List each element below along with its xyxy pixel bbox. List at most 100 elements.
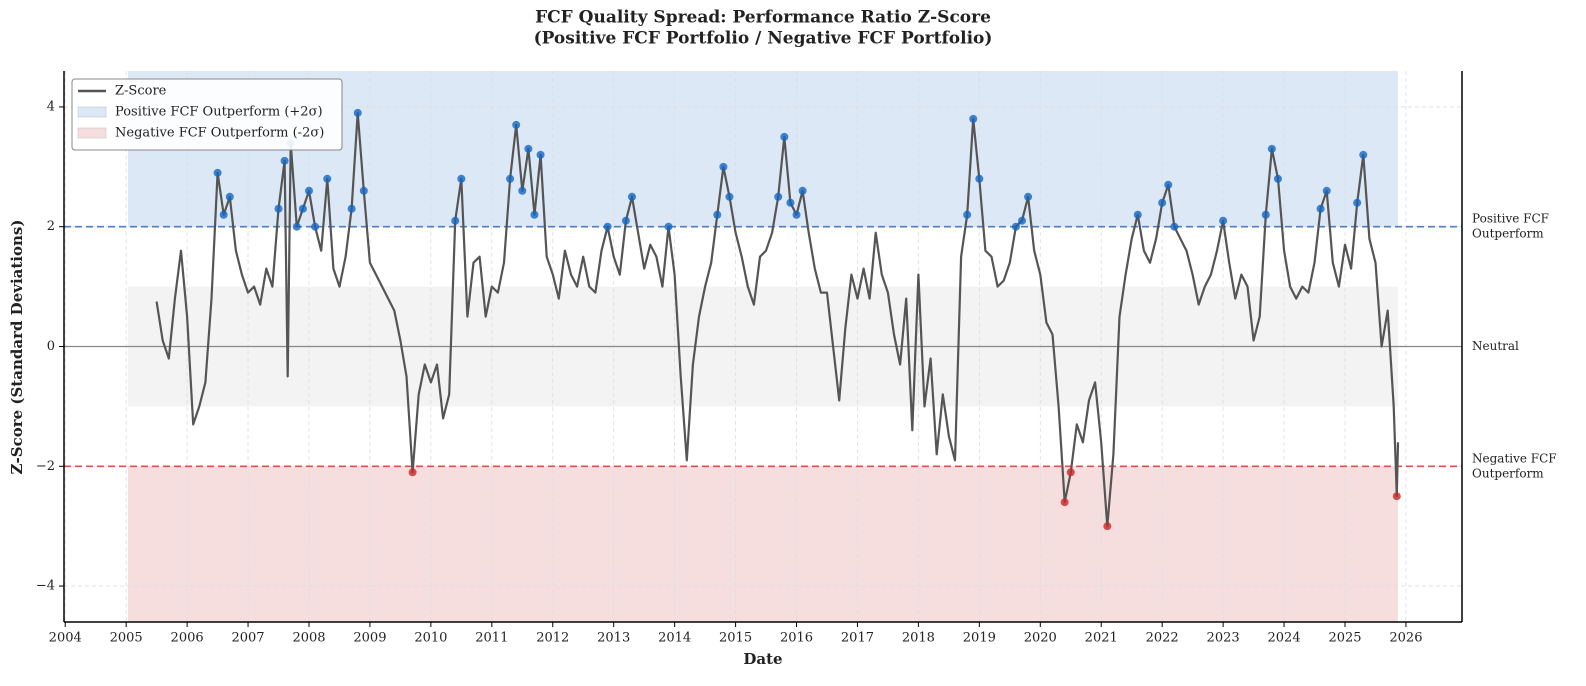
extreme-point: [1261, 210, 1270, 219]
band: [127, 466, 1399, 622]
x-tick-label: 2020: [1024, 631, 1057, 646]
x-tick-label: 2006: [171, 631, 204, 646]
extreme-point: [1018, 216, 1027, 225]
extreme-point: [1103, 522, 1112, 531]
extreme-point: [963, 210, 972, 219]
extreme-point: [274, 204, 283, 213]
reference-label: Outperform: [1472, 227, 1544, 241]
extreme-point: [298, 204, 307, 213]
extreme-point: [1392, 492, 1401, 501]
extreme-point: [627, 192, 636, 201]
x-tick-label: 2019: [963, 631, 996, 646]
legend-box: [71, 78, 343, 151]
extreme-point: [457, 174, 466, 183]
extreme-point: [603, 222, 612, 231]
x-tick-label: 2007: [231, 631, 264, 646]
extreme-point: [359, 186, 368, 195]
extreme-point: [292, 222, 301, 231]
extreme-point: [798, 186, 807, 195]
extreme-point: [1273, 174, 1282, 183]
y-tick-label: 0: [47, 339, 55, 354]
extreme-point: [774, 192, 783, 201]
extreme-point: [1011, 222, 1020, 231]
extreme-point: [975, 174, 984, 183]
extreme-point: [1170, 222, 1179, 231]
extreme-point: [512, 120, 521, 129]
extreme-point: [1133, 210, 1142, 219]
x-tick-label: 2012: [536, 631, 569, 646]
extreme-point: [536, 150, 545, 159]
extreme-point: [304, 186, 313, 195]
reference-label: Outperform: [1472, 466, 1544, 480]
extreme-point: [280, 156, 289, 165]
extreme-point: [347, 204, 356, 213]
x-tick-label: 2009: [353, 631, 386, 646]
extreme-point: [719, 162, 728, 171]
extreme-point: [524, 144, 533, 153]
x-tick-label: 2022: [1146, 631, 1179, 646]
x-tick-label: 2018: [902, 631, 935, 646]
extreme-point: [353, 108, 362, 117]
extreme-point: [311, 222, 320, 231]
extreme-point: [1316, 204, 1325, 213]
reference-label: Negative FCF: [1472, 451, 1557, 465]
x-tick-label: 2025: [1328, 631, 1361, 646]
chart-title: FCF Quality Spread: Performance Ratio Z-…: [535, 8, 991, 28]
legend-swatch: [77, 106, 107, 118]
extreme-point: [1267, 144, 1276, 153]
extreme-point: [664, 222, 673, 231]
extreme-point: [1158, 198, 1167, 207]
x-tick-label: 2023: [1207, 631, 1240, 646]
y-tick-label: −4: [36, 579, 55, 594]
extreme-point: [1322, 186, 1331, 195]
extreme-point: [408, 468, 417, 477]
extreme-point: [1353, 198, 1362, 207]
x-tick-label: 2015: [719, 631, 752, 646]
legend-label: Positive FCF Outperform (+2σ): [115, 105, 323, 120]
reference-label: Positive FCF: [1472, 212, 1549, 226]
x-tick-label: 2004: [49, 631, 82, 646]
extreme-point: [219, 210, 228, 219]
x-tick-label: 2008: [292, 631, 325, 646]
extreme-point: [518, 186, 527, 195]
x-tick-label: 2016: [780, 631, 813, 646]
extreme-point: [225, 192, 234, 201]
extreme-point: [713, 210, 722, 219]
extreme-point: [1219, 216, 1228, 225]
x-tick-label: 2014: [658, 631, 691, 646]
x-tick-label: 2024: [1268, 631, 1301, 646]
legend-label: Z-Score: [115, 84, 167, 99]
extreme-point: [1066, 468, 1075, 477]
extreme-point: [451, 216, 460, 225]
x-tick-label: 2010: [414, 631, 447, 646]
extreme-point: [621, 216, 630, 225]
extreme-point: [213, 168, 222, 177]
extreme-point: [506, 174, 515, 183]
extreme-point: [725, 192, 734, 201]
x-tick-label: 2026: [1389, 631, 1422, 646]
reference-label: Neutral: [1472, 339, 1519, 353]
extreme-point: [1024, 192, 1033, 201]
extreme-point: [323, 174, 332, 183]
legend-swatch: [77, 127, 107, 139]
x-tick-label: 2013: [597, 631, 630, 646]
extreme-point: [1060, 498, 1069, 507]
chart-title: (Positive FCF Portfolio / Negative FCF P…: [534, 29, 993, 49]
extreme-point: [1359, 150, 1368, 159]
extreme-point: [786, 198, 795, 207]
y-tick-label: 4: [47, 99, 55, 114]
extreme-point: [1164, 180, 1173, 189]
x-tick-label: 2021: [1085, 631, 1118, 646]
x-axis-label: Date: [743, 650, 782, 668]
legend: Z-Score Positive FCF Outperform (+2σ) Nega…: [71, 78, 343, 151]
y-axis-label: Z-Score (Standard Deviations): [8, 220, 26, 475]
x-tick-label: 2005: [110, 631, 143, 646]
extreme-point: [969, 114, 978, 123]
legend-label: Negative FCF Outperform (-2σ): [115, 126, 324, 141]
extreme-point: [530, 210, 539, 219]
x-tick-label: 2017: [841, 631, 874, 646]
y-tick-label: −2: [36, 459, 55, 474]
y-tick-label: 2: [47, 219, 55, 234]
extreme-point: [780, 132, 789, 141]
